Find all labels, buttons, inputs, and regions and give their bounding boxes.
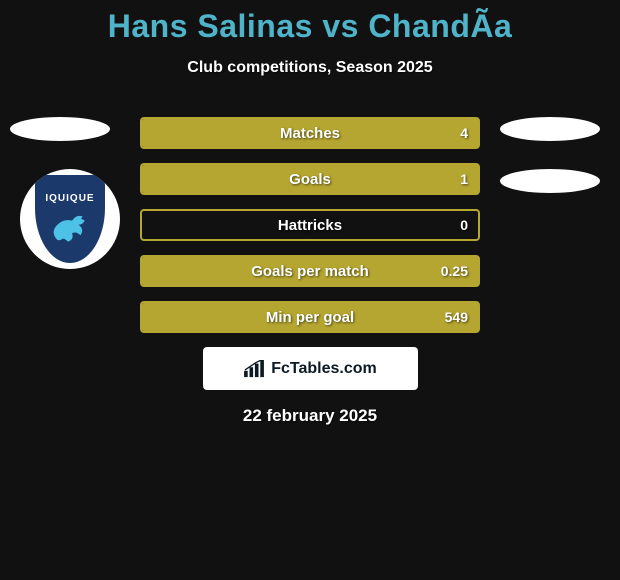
dragon-icon [49, 208, 91, 250]
stat-row-hattricks: Hattricks 0 [140, 209, 480, 241]
comparison-card: Hans Salinas vs ChandÃ­a Club competitio… [0, 0, 620, 426]
player-placeholder-left [10, 117, 110, 141]
badge-text: IQUIQUE [45, 193, 94, 204]
fctables-badge[interactable]: FcTables.com [203, 347, 418, 390]
badge-shield: IQUIQUE [35, 175, 105, 263]
stat-rows: Matches 4 Goals 1 Hattricks 0 Goals per … [140, 117, 480, 333]
stat-value: 0.25 [441, 263, 468, 279]
badge-inner: IQUIQUE [35, 175, 105, 263]
page-title: Hans Salinas vs ChandÃ­a [0, 0, 620, 45]
stat-label: Goals per match [251, 263, 369, 280]
player-placeholder-right-1 [500, 117, 600, 141]
stat-row-matches: Matches 4 [140, 117, 480, 149]
stat-label: Matches [280, 125, 340, 142]
stat-value: 0 [460, 217, 468, 233]
stat-value: 4 [460, 125, 468, 141]
fctables-label: FcTables.com [271, 360, 377, 378]
stat-label: Min per goal [266, 309, 354, 326]
stat-value: 1 [460, 171, 468, 187]
date-text: 22 february 2025 [0, 406, 620, 426]
team-badge-left: IQUIQUE [20, 169, 120, 269]
stat-label: Goals [289, 171, 331, 188]
stat-row-goals: Goals 1 [140, 163, 480, 195]
player-placeholder-right-2 [500, 169, 600, 193]
bars-icon [243, 360, 265, 378]
stat-label: Hattricks [278, 217, 342, 234]
stat-value: 549 [445, 309, 468, 325]
stats-section: IQUIQUE Matches 4 Goals 1 [0, 117, 620, 426]
subtitle: Club competitions, Season 2025 [0, 59, 620, 77]
stat-row-goals-per-match: Goals per match 0.25 [140, 255, 480, 287]
stat-row-min-per-goal: Min per goal 549 [140, 301, 480, 333]
